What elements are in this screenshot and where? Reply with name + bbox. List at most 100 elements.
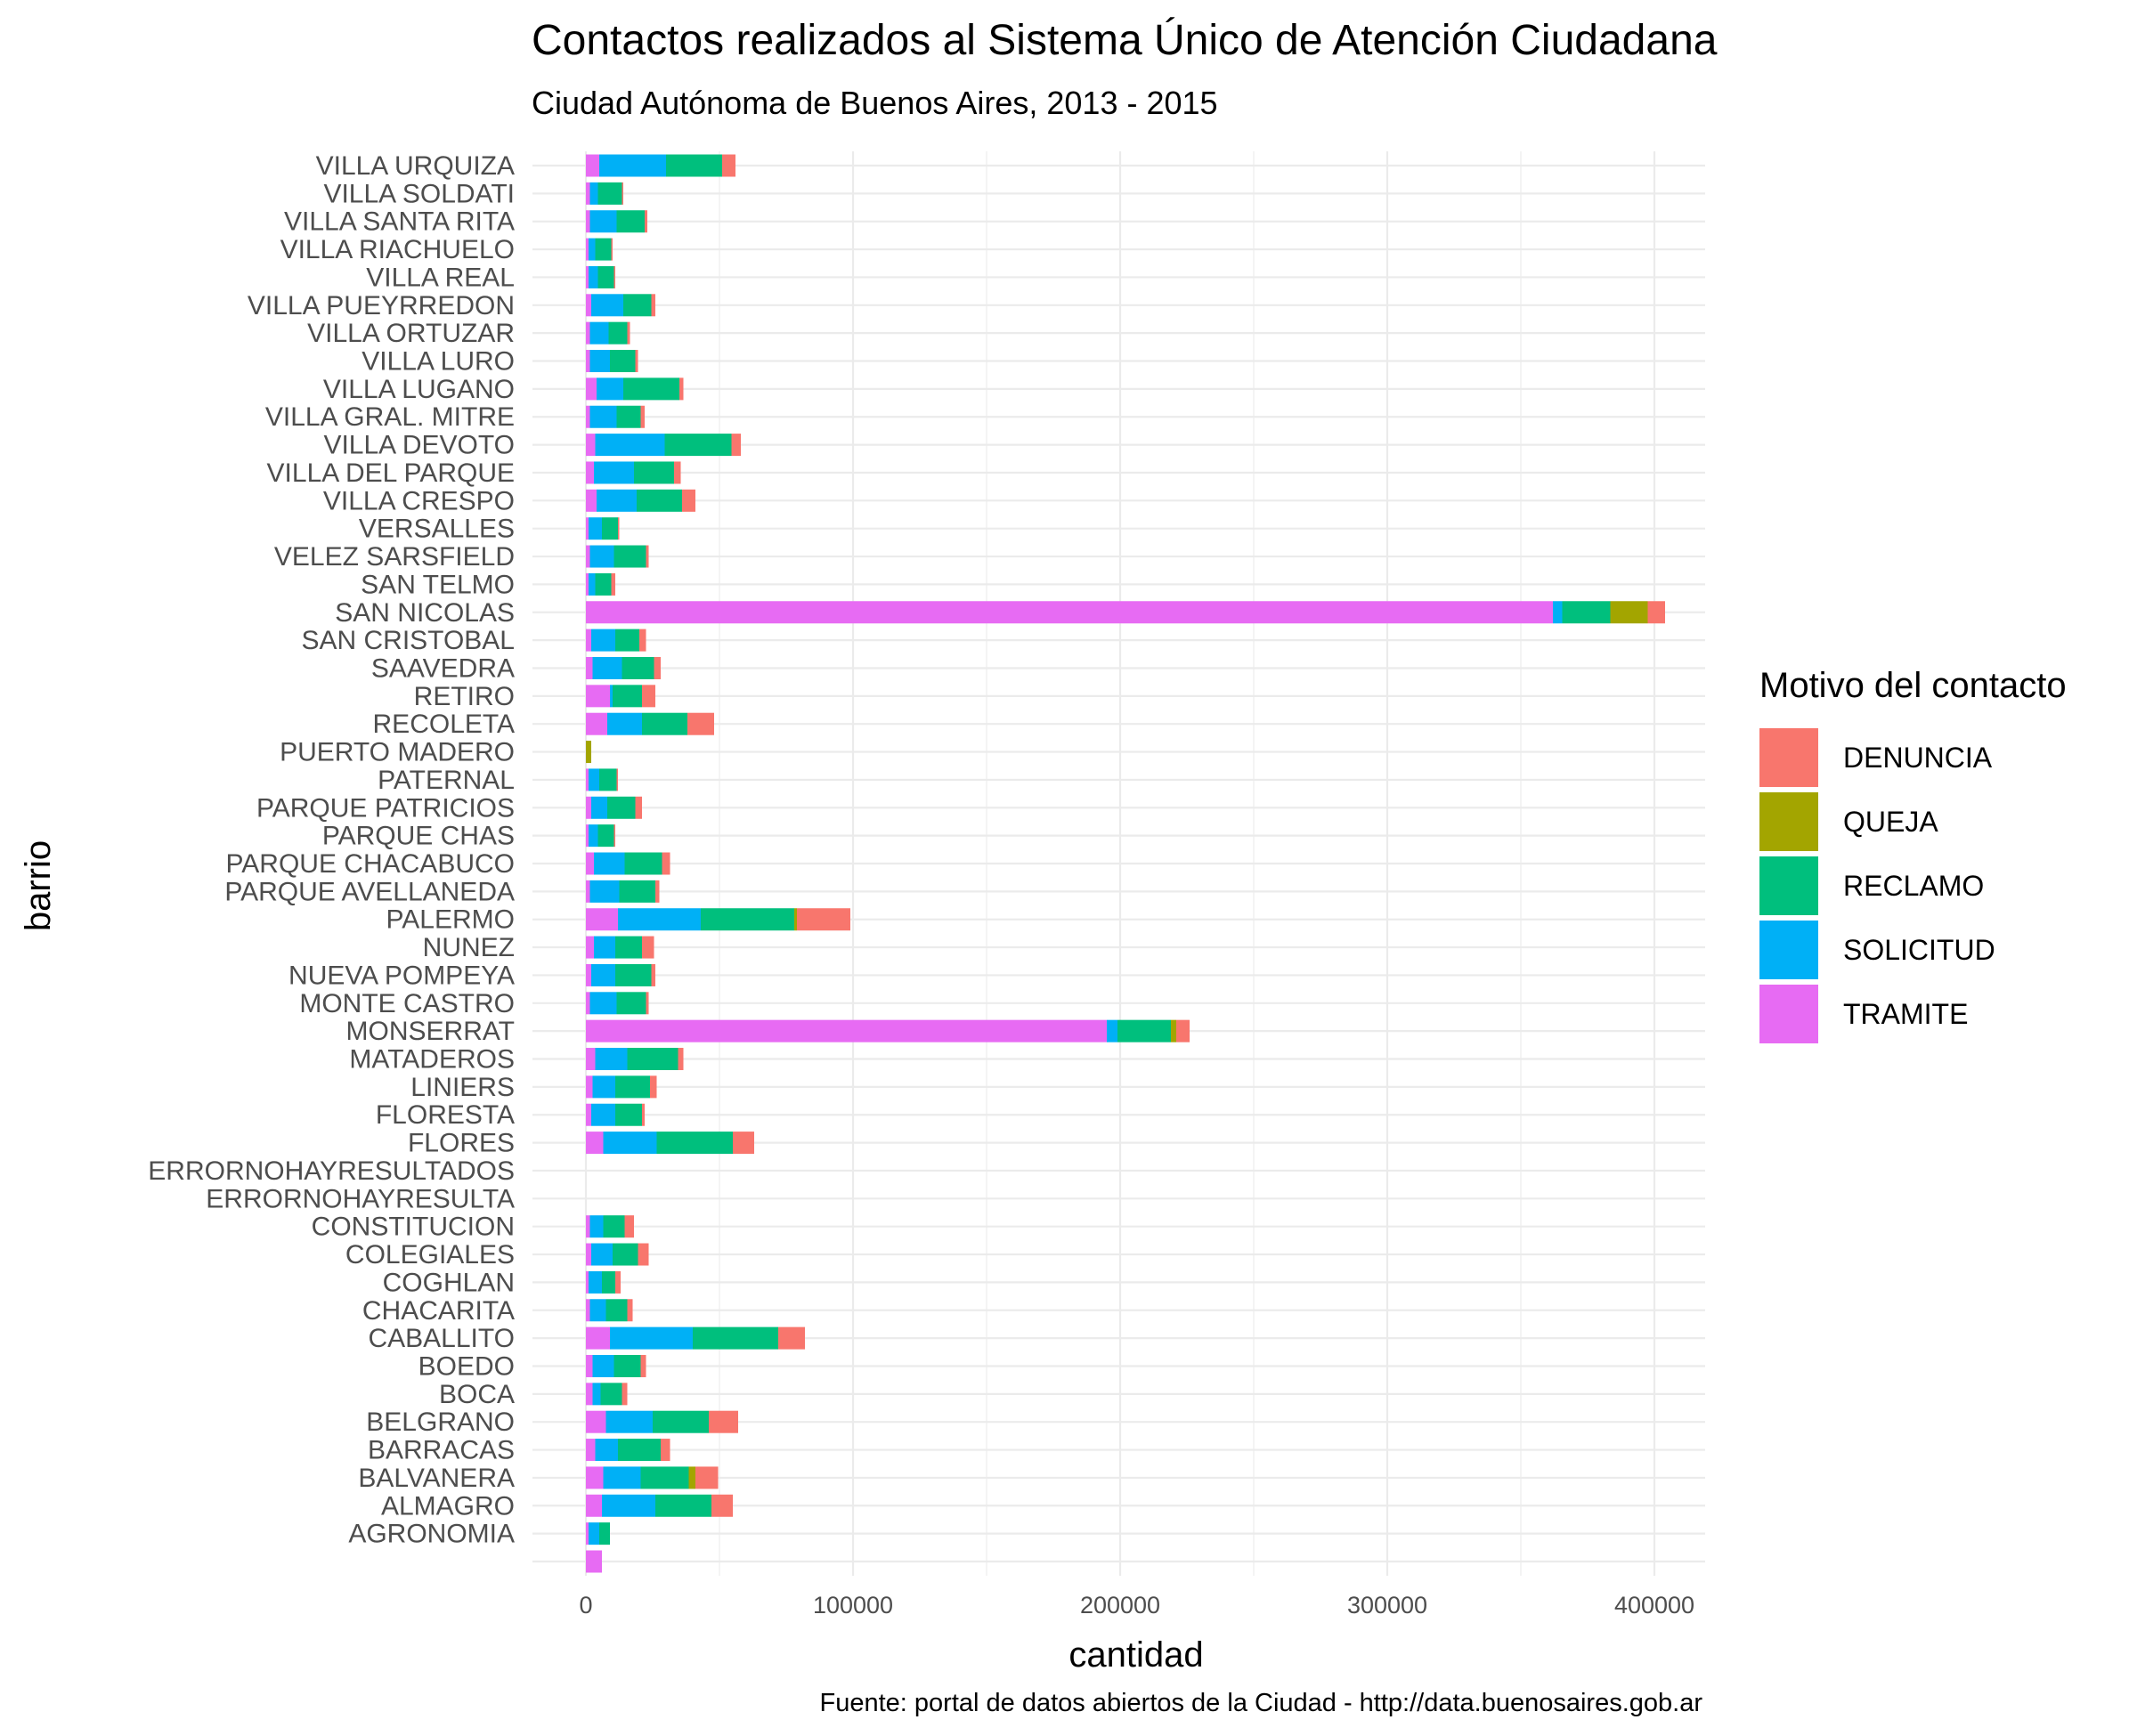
- legend-title: Motivo del contacto: [1759, 666, 2067, 705]
- legend-label-solicitud: SOLICITUD: [1843, 933, 1995, 966]
- bar-segment-solicitud: [599, 154, 666, 177]
- bar-segment-reclamo: [613, 1243, 638, 1266]
- y-tick-label: LINIERS: [410, 1073, 515, 1102]
- bar-segment-reclamo: [615, 1103, 642, 1126]
- bar-segment-reclamo: [627, 1048, 678, 1071]
- bar-segment-queja: [586, 741, 591, 764]
- y-tick-label: VILLA CRESPO: [323, 486, 515, 515]
- bar-segment-denuncia: [1647, 601, 1665, 624]
- y-tick-label: MONSERRAT: [346, 1017, 515, 1046]
- bar-segment-solicitud: [591, 1103, 615, 1126]
- bar-segment-solicitud: [589, 517, 602, 540]
- grid-lines: [532, 151, 1705, 1576]
- bar-segment-denuncia: [618, 517, 620, 540]
- bar-segment-solicitud: [589, 768, 599, 791]
- bar-segment-tramite: [586, 1326, 610, 1350]
- bar-segment-denuncia: [731, 434, 741, 457]
- bar-segment-solicitud: [1107, 1019, 1117, 1042]
- bar-segment-denuncia: [695, 1466, 719, 1489]
- chart-title: Contactos realizados al Sistema Único de…: [532, 17, 1718, 64]
- bar-segment-denuncia: [627, 1299, 633, 1322]
- y-tick-label: SAN TELMO: [361, 570, 515, 599]
- bar-segment-denuncia: [624, 1215, 634, 1238]
- bar-segment-tramite: [586, 461, 594, 484]
- bar-segment-denuncia: [642, 685, 655, 708]
- legend: Motivo del contacto DENUNCIA QUEJA RECLA…: [1759, 666, 2067, 1046]
- legend-key-queja: [1759, 792, 1818, 851]
- bar-segment-reclamo: [615, 1075, 650, 1099]
- y-tick-label: BARRACAS: [368, 1436, 515, 1465]
- bar-segment-denuncia: [661, 1439, 670, 1462]
- y-tick-label: RECOLETA: [373, 710, 515, 739]
- bar-segment-denuncia: [1176, 1019, 1190, 1042]
- bar-segment-tramite: [586, 1522, 589, 1545]
- y-tick-label: VILLA RIACHUELO: [280, 235, 515, 264]
- bar-segment-solicitud: [589, 1299, 606, 1322]
- y-tick-label: VILLA URQUIZA: [316, 151, 515, 181]
- bar-segment-reclamo: [613, 545, 646, 568]
- bar-segment-denuncia: [611, 238, 613, 261]
- y-tick-label: COGHLAN: [383, 1268, 515, 1297]
- x-tick-label: 200000: [1080, 1592, 1160, 1618]
- bar-segment-reclamo: [616, 992, 646, 1015]
- bar-segment-tramite: [586, 1270, 589, 1294]
- y-tick-label: ERRORNOHAYRESULTA: [206, 1184, 515, 1213]
- bar-segment-reclamo: [615, 963, 652, 986]
- bar-segment-denuncia: [645, 210, 647, 233]
- legend-item-denuncia: DENUNCIA: [1759, 726, 2067, 790]
- bar-segment-denuncia: [733, 1132, 754, 1155]
- y-tick-label: PUERTO MADERO: [280, 738, 515, 767]
- y-tick-label: AGRONOMIA: [348, 1520, 515, 1549]
- y-tick-label: BALVANERA: [358, 1464, 515, 1493]
- bar-segment-denuncia: [682, 489, 695, 512]
- bar-segment-queja: [1171, 1019, 1176, 1042]
- bar-segment-reclamo: [602, 1270, 615, 1294]
- bar-segment-reclamo: [595, 572, 612, 596]
- y-tick-label: BELGRANO: [366, 1407, 515, 1437]
- y-tick-label: BOCA: [439, 1380, 515, 1409]
- bar-segment-reclamo: [599, 1522, 610, 1545]
- bar-segment-tramite: [586, 601, 1553, 624]
- y-tick-label: PARQUE CHAS: [322, 822, 515, 851]
- y-tick-label: VILLA PUEYRREDON: [248, 291, 515, 320]
- bar-segment-reclamo: [613, 685, 642, 708]
- bar-segment-denuncia: [679, 377, 684, 401]
- bar-segment-solicitud: [607, 712, 642, 735]
- bar-segment-solicitud: [592, 656, 622, 679]
- bar-segment-denuncia: [613, 824, 615, 848]
- y-tick-label: SAN CRISTOBAL: [301, 626, 515, 655]
- legend-item-tramite: TRAMITE: [1759, 982, 2067, 1046]
- x-tick-label: 100000: [813, 1592, 893, 1618]
- bar-segment-denuncia: [722, 154, 735, 177]
- bar-segment-solicitud: [589, 265, 598, 288]
- bar-segment-solicitud: [589, 1522, 599, 1545]
- bar-segment-denuncia: [778, 1326, 805, 1350]
- y-tick-label: ERRORNOHAYRESULTADOS: [148, 1156, 515, 1186]
- bar-segment-reclamo: [615, 629, 639, 652]
- bar-segment-reclamo: [599, 768, 617, 791]
- bar-segment-denuncia: [797, 908, 850, 931]
- bar-segment-reclamo: [597, 182, 622, 205]
- bar-segment-denuncia: [615, 1270, 621, 1294]
- y-tick-label: FLORES: [408, 1129, 515, 1158]
- bar-segment-solicitud: [591, 1243, 613, 1266]
- bar-segment-denuncia: [635, 350, 638, 373]
- x-tick-label: 0: [579, 1592, 592, 1618]
- bar-segment-solicitud: [594, 936, 615, 959]
- bar-segment-tramite: [586, 1466, 604, 1489]
- bar-segment-tramite: [586, 489, 597, 512]
- bar-segment-denuncia: [655, 880, 660, 903]
- bar-segment-tramite: [586, 1215, 590, 1238]
- bar-segment-denuncia: [627, 321, 630, 345]
- y-tick-label: VILLA REAL: [366, 263, 515, 292]
- bar-segment-tramite: [586, 210, 590, 233]
- legend-label-tramite: TRAMITE: [1843, 997, 1969, 1030]
- bar-segment-reclamo: [619, 880, 655, 903]
- bar-segment-tramite: [586, 936, 594, 959]
- bar-segment-tramite: [586, 517, 589, 540]
- y-tick-label: VILLA DEVOTO: [323, 431, 515, 460]
- bar-segment-reclamo: [600, 1383, 622, 1406]
- bar-segment-reclamo: [616, 210, 645, 233]
- x-tick-labels: 0 100000 200000 300000 400000: [579, 1592, 1694, 1618]
